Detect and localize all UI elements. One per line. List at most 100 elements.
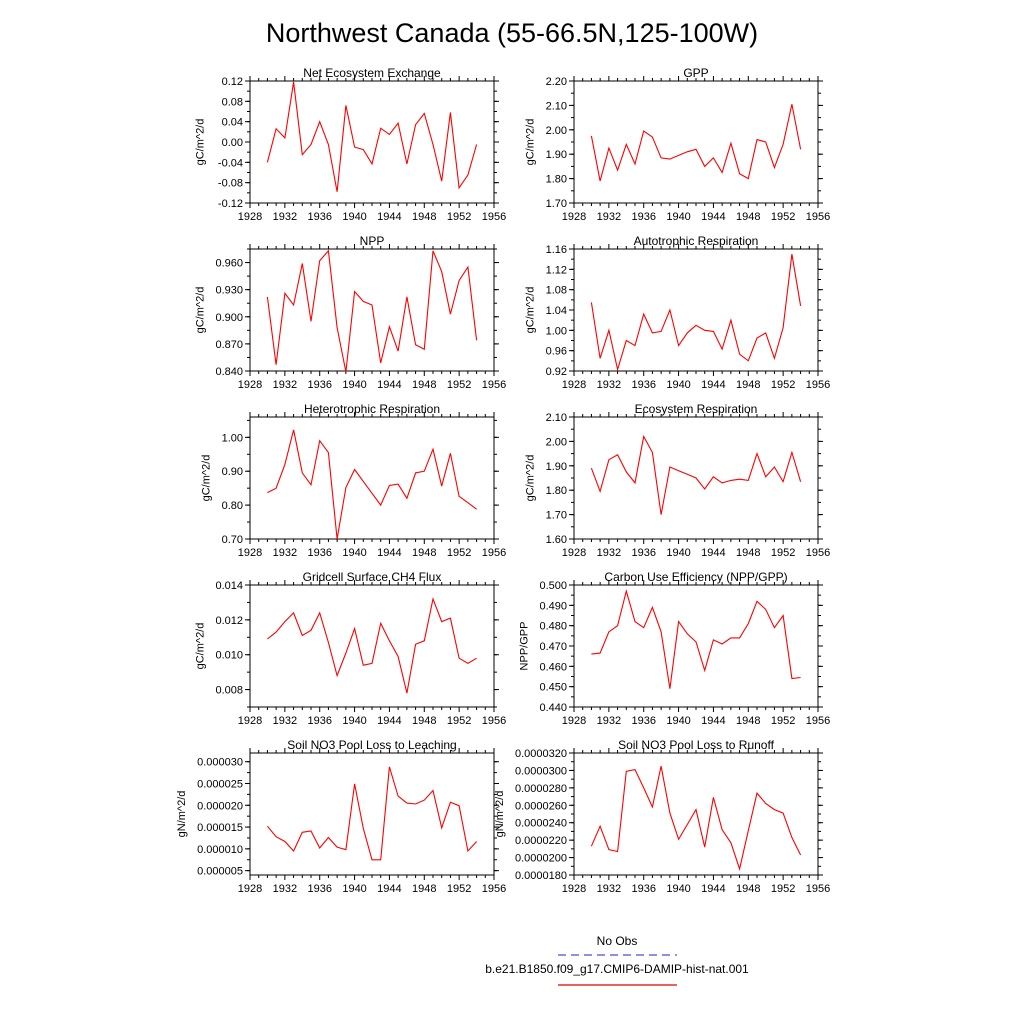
x-tick-label: 1940 [666, 379, 690, 391]
panel-title: GPP [683, 66, 708, 80]
y-tick-label: 0.90 [222, 466, 243, 478]
y-tick-label: 0.960 [215, 258, 243, 270]
y-tick-label: 1.12 [546, 264, 567, 276]
y-tick-label: 1.90 [546, 461, 567, 473]
x-tick-label: 1944 [377, 379, 401, 391]
y-tick-label: 0.96 [546, 346, 567, 358]
y-tick-label: 0.0000240 [515, 818, 567, 830]
x-tick-label: 1936 [631, 211, 655, 223]
x-tick-label: 1944 [377, 211, 401, 223]
y-tick-label: 1.90 [546, 149, 567, 161]
plot-frame [573, 248, 819, 372]
x-tick-label: 1928 [562, 379, 586, 391]
series-line [267, 596, 477, 694]
legend-label-model-run: b.e21.B1850.f09_g17.CMIP6-DAMIP-hist-nat… [485, 962, 749, 976]
x-tick-label: 1952 [447, 883, 471, 895]
panel-gridcell-surface-ch4-flux: Gridcell Surface CH4 Flux 1928 1932 1936 194… [195, 570, 507, 727]
y-tick-label: 0.12 [222, 76, 243, 88]
y-tick-label: 0.0000260 [515, 800, 567, 812]
panel-npp: NPP 1928 1932 1936 1940 1944 1948 1952 1956 0.840… [195, 234, 507, 391]
x-tick-label: 1944 [701, 379, 725, 391]
x-tick-label: 1956 [806, 547, 830, 559]
plot-frame [249, 416, 495, 540]
y-tick-label: 0.490 [539, 600, 567, 612]
x-tick-label: 1948 [412, 547, 436, 559]
y-tick-label: 0.900 [215, 312, 243, 324]
x-tick-label: 1940 [342, 547, 366, 559]
y-axis-label: gC/m^2/d [195, 623, 207, 670]
x-tick-label: 1940 [342, 211, 366, 223]
x-tick-label: 1948 [412, 715, 436, 727]
y-tick-label: 0.0000320 [515, 748, 567, 760]
y-tick-label: 0.000010 [197, 844, 243, 856]
panel-title: Net Ecosystem Exchange [303, 66, 441, 80]
y-tick-label: 0.92 [546, 366, 567, 378]
plot-frame [573, 80, 819, 204]
x-tick-label: 1952 [771, 883, 795, 895]
x-tick-label: 1956 [806, 379, 830, 391]
y-tick-label: -0.08 [218, 178, 243, 190]
x-tick-label: 1932 [597, 715, 621, 727]
x-tick-label: 1940 [342, 883, 366, 895]
y-tick-label: 0.000020 [197, 800, 243, 812]
panels-group: Net Ecosystem Exchange 1928 1932 1936 1940 19… [176, 66, 830, 895]
x-tick-label: 1944 [377, 547, 401, 559]
y-tick-label: 0.480 [539, 621, 567, 633]
y-tick-label: 0.0000180 [515, 870, 567, 882]
x-tick-label: 1936 [307, 211, 331, 223]
series-line [266, 81, 478, 192]
x-tick-label: 1956 [806, 883, 830, 895]
y-tick-label: 0.460 [539, 661, 567, 673]
x-tick-label: 1940 [342, 379, 366, 391]
x-tick-label: 1936 [307, 883, 331, 895]
x-tick-label: 1944 [377, 883, 401, 895]
x-tick-label: 1948 [736, 547, 760, 559]
y-tick-label: 0.870 [215, 339, 243, 351]
x-tick-label: 1928 [562, 715, 586, 727]
panel-gpp: GPP 1928 1932 1936 1940 1944 1948 1952 1956 1.70 1… [525, 66, 831, 223]
x-tick-label: 1956 [806, 715, 830, 727]
x-tick-label: 1952 [447, 379, 471, 391]
x-tick-label: 1932 [273, 883, 297, 895]
x-tick-label: 1928 [238, 379, 262, 391]
x-tick-label: 1940 [666, 883, 690, 895]
x-tick-label: 1940 [666, 715, 690, 727]
x-tick-label: 1932 [273, 211, 297, 223]
y-tick-label: 0.80 [222, 500, 243, 512]
y-tick-label: 1.00 [546, 325, 567, 337]
x-tick-label: 1944 [701, 715, 725, 727]
x-tick-label: 1952 [771, 715, 795, 727]
y-tick-label: 1.08 [546, 285, 567, 297]
x-tick-label: 1956 [806, 211, 830, 223]
figure-title: Northwest Canada (55-66.5N,125-100W) [266, 18, 758, 48]
x-tick-label: 1940 [666, 211, 690, 223]
x-tick-label: 1940 [342, 715, 366, 727]
x-tick-label: 1944 [701, 883, 725, 895]
x-tick-label: 1928 [238, 883, 262, 895]
series-line [591, 588, 801, 689]
x-tick-label: 1928 [238, 211, 262, 223]
y-tick-label: 0.500 [539, 580, 567, 592]
y-tick-label: 0.04 [222, 117, 243, 129]
panel-title: Soil NO3 Pool Loss to Runoff [618, 738, 775, 752]
y-tick-label: 2.20 [546, 76, 567, 88]
x-tick-label: 1948 [736, 883, 760, 895]
x-tick-label: 1952 [447, 715, 471, 727]
y-axis-label: gC/m^2/d [195, 119, 207, 166]
x-tick-label: 1948 [412, 379, 436, 391]
y-tick-label: 1.16 [546, 244, 567, 256]
x-tick-label: 1928 [562, 883, 586, 895]
y-tick-label: 0.450 [539, 682, 567, 694]
series-line [266, 249, 478, 373]
series-line [590, 254, 802, 372]
y-tick-label: 1.00 [222, 432, 243, 444]
y-tick-label: 0.0000200 [515, 853, 567, 865]
x-tick-label: 1932 [273, 715, 297, 727]
x-tick-label: 1952 [771, 211, 795, 223]
panel-soil-no3-pool-loss-to-leaching: Soil NO3 Pool Loss to Leaching 1928 1932 19… [176, 738, 506, 895]
y-tick-label: 1.70 [546, 510, 567, 522]
y-axis-label: gN/m^2/d [494, 791, 506, 838]
y-tick-label: 1.80 [546, 485, 567, 497]
y-axis-label: gN/m^2/d [176, 791, 188, 838]
y-axis-label: gC/m^2/d [201, 455, 213, 502]
